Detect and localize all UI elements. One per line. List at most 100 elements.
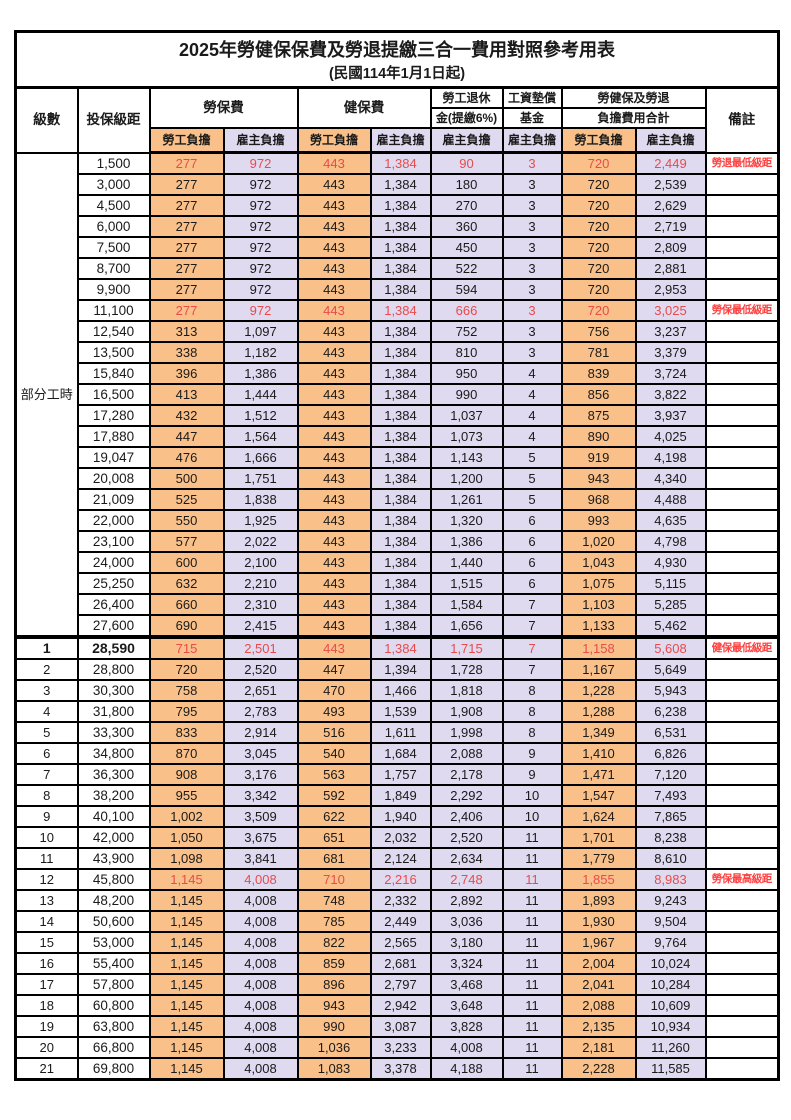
table-row: 20,008 500 1,751 443 1,384 1,200 5 943 4,340 xyxy=(16,467,780,490)
value-cell: 3,378 xyxy=(369,1057,432,1081)
table-row: 21 69,800 1,145 4,008 1,083 3,378 4,188 11 2,228… xyxy=(14,1057,780,1081)
table-row: 7 36,300 908 3,176 563 1,757 2,178 9 1,471 7,120 xyxy=(14,763,780,786)
remark-cell xyxy=(704,742,780,765)
value-cell: 11 xyxy=(501,889,563,912)
value-cell: 540 xyxy=(296,742,372,765)
bracket-cell: 21,009 xyxy=(76,488,151,511)
table-row: 17,880 447 1,564 443 1,384 1,073 4 890 4,025 xyxy=(16,425,780,448)
value-cell: 2,942 xyxy=(369,994,432,1017)
value-cell: 1,384 xyxy=(369,299,432,322)
bracket-cell: 24,000 xyxy=(76,551,151,574)
bracket-cell: 6,000 xyxy=(76,215,151,238)
value-cell: 720 xyxy=(560,194,637,217)
value-cell: 1,103 xyxy=(560,593,637,616)
value-cell: 3 xyxy=(501,215,563,238)
value-cell: 5,943 xyxy=(634,679,707,702)
value-cell: 2,914 xyxy=(222,721,299,744)
value-cell: 822 xyxy=(296,931,372,954)
value-cell: 1,320 xyxy=(429,509,504,532)
value-cell: 968 xyxy=(560,488,637,511)
value-cell: 443 xyxy=(296,635,372,660)
value-cell: 1,728 xyxy=(429,658,504,681)
bracket-cell: 4,500 xyxy=(76,194,151,217)
value-cell: 1,145 xyxy=(148,868,225,891)
value-cell: 1,471 xyxy=(560,763,637,786)
value-cell: 8 xyxy=(501,721,563,744)
value-cell: 577 xyxy=(148,530,225,553)
table-row: 5 33,300 833 2,914 516 1,611 1,998 8 1,349 6,531 xyxy=(14,721,780,744)
remark-cell xyxy=(704,488,780,511)
bracket-cell: 33,300 xyxy=(76,721,151,744)
level-cell: 5 xyxy=(14,721,79,744)
value-cell: 1,838 xyxy=(222,488,299,511)
value-cell: 1,050 xyxy=(148,826,225,849)
value-cell: 1,384 xyxy=(369,467,432,490)
value-cell: 1,228 xyxy=(560,679,637,702)
value-cell: 752 xyxy=(429,320,504,343)
header-row-1: 級數 投保級距 勞保費 健保費 勞工退休 工資墊償 勞健保及勞退 備註 xyxy=(14,86,780,154)
remark-cell: 勞保最高級距 xyxy=(704,868,780,891)
table-row: 20 66,800 1,145 4,008 1,036 3,233 4,008 11 2,181… xyxy=(14,1036,780,1059)
value-cell: 5 xyxy=(501,467,563,490)
level-cell: 14 xyxy=(14,910,79,933)
value-cell: 720 xyxy=(560,215,637,238)
value-cell: 4,340 xyxy=(634,467,707,490)
value-cell: 4,635 xyxy=(634,509,707,532)
remark-cell xyxy=(704,889,780,912)
value-cell: 990 xyxy=(296,1015,372,1038)
value-cell: 443 xyxy=(296,151,372,175)
table-row: 22,000 550 1,925 443 1,384 1,320 6 993 4,635 xyxy=(16,509,780,532)
table-row: 24,000 600 2,100 443 1,384 1,440 6 1,043 4,930 xyxy=(16,551,780,574)
value-cell: 2,292 xyxy=(429,784,504,807)
value-cell: 1,998 xyxy=(429,721,504,744)
value-cell: 2,449 xyxy=(634,151,707,175)
value-cell: 10 xyxy=(501,805,563,828)
table-row: 7,500 277 972 443 1,384 450 3 720 2,809 xyxy=(16,236,780,259)
value-cell: 3 xyxy=(501,341,563,364)
value-cell: 2,406 xyxy=(429,805,504,828)
level-cell: 17 xyxy=(14,973,79,996)
value-cell: 4,008 xyxy=(222,868,299,891)
value-cell: 3,675 xyxy=(222,826,299,849)
value-cell: 500 xyxy=(148,467,225,490)
table-row: 3,000 277 972 443 1,384 180 3 720 2,539 xyxy=(16,173,780,196)
value-cell: 1,098 xyxy=(148,847,225,870)
remark-cell xyxy=(704,973,780,996)
value-cell: 90 xyxy=(429,151,504,175)
value-cell: 4,008 xyxy=(222,952,299,975)
value-cell: 4 xyxy=(501,383,563,406)
value-cell: 950 xyxy=(429,362,504,385)
value-cell: 1,384 xyxy=(369,278,432,301)
remark-cell xyxy=(704,910,780,933)
value-cell: 720 xyxy=(560,257,637,280)
value-cell: 6 xyxy=(501,572,563,595)
value-cell: 2,228 xyxy=(560,1057,637,1081)
value-cell: 443 xyxy=(296,173,372,196)
value-cell: 3,176 xyxy=(222,763,299,786)
value-cell: 1,584 xyxy=(429,593,504,616)
value-cell: 277 xyxy=(148,236,225,259)
table-row: 11,100 277 972 443 1,384 666 3 720 3,025 勞保最低級距 xyxy=(16,299,780,322)
value-cell: 443 xyxy=(296,425,372,448)
bracket-cell: 28,800 xyxy=(76,658,151,681)
bracket-cell: 8,700 xyxy=(76,257,151,280)
value-cell: 856 xyxy=(560,383,637,406)
value-cell: 516 xyxy=(296,721,372,744)
value-cell: 1,925 xyxy=(222,509,299,532)
value-cell: 493 xyxy=(296,700,372,723)
value-cell: 594 xyxy=(429,278,504,301)
value-cell: 1,384 xyxy=(369,320,432,343)
value-cell: 443 xyxy=(296,404,372,427)
remark-cell xyxy=(704,446,780,469)
bracket-cell: 22,000 xyxy=(76,509,151,532)
remark-cell xyxy=(704,194,780,217)
level-cell: 19 xyxy=(14,1015,79,1038)
bracket-cell: 42,000 xyxy=(76,826,151,849)
value-cell: 908 xyxy=(148,763,225,786)
value-cell: 4,025 xyxy=(634,425,707,448)
value-cell: 710 xyxy=(296,868,372,891)
value-cell: 2,520 xyxy=(222,658,299,681)
remark-cell xyxy=(704,215,780,238)
value-cell: 1,666 xyxy=(222,446,299,469)
value-cell: 6,531 xyxy=(634,721,707,744)
